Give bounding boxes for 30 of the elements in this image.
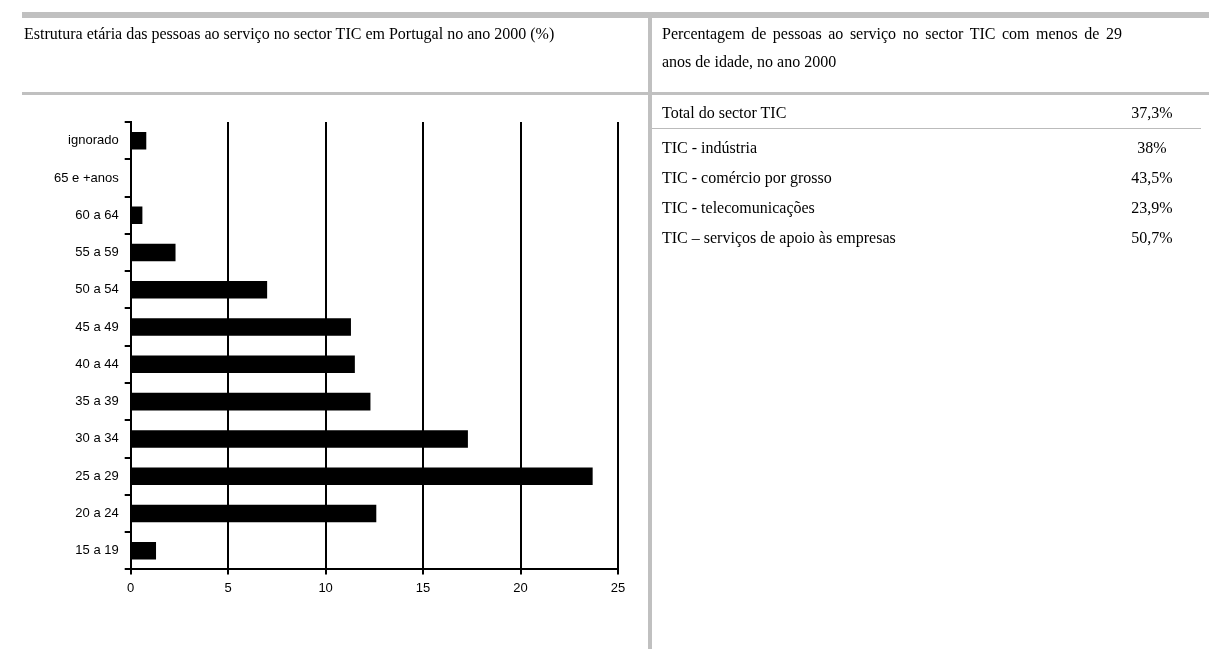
- y-tick-label: 15 a 19: [75, 542, 119, 558]
- text: 38%: [1137, 139, 1167, 156]
- category-label: Total do sector TIC: [662, 104, 787, 122]
- x-tick-label: 5: [224, 579, 232, 595]
- y-tick-label: 40 a 44: [75, 355, 119, 371]
- y-tick-label: 35 a 39: [75, 393, 119, 409]
- y-tick-label: 60 a 64: [75, 206, 119, 222]
- x-tick-label: 15: [415, 579, 431, 595]
- category-label: TIC - comércio por grosso: [662, 169, 832, 187]
- text: 50,7%: [1131, 229, 1173, 246]
- text: 43,5%: [1131, 169, 1173, 186]
- y-tick-label: 55 a 59: [75, 244, 119, 260]
- y-tick-label: 65 e +anos: [53, 169, 120, 185]
- category-label: TIC – serviços de apoio às empresas: [662, 229, 896, 247]
- category-label: TIC - indústria: [662, 139, 758, 157]
- text: 37,3%: [1131, 104, 1173, 121]
- y-tick-label: 50 a 54: [75, 281, 119, 297]
- x-tick-label: 20: [513, 579, 528, 595]
- chart-title: Estrutura etária das pessoas ao serviço no sector TIC em Portugal no ano 2000 (%): [23, 24, 556, 45]
- y-tick-label: 20 a 24: [75, 505, 119, 521]
- text: Percentagem de pessoas ao serviço no sector TIC com menos de 29 anos de idade, no ano 2000: [661, 24, 1123, 72]
- y-tick-label: 30 a 34: [75, 430, 119, 446]
- x-tick-label: 10: [318, 579, 333, 595]
- y-tick-label: 45 a 49: [75, 318, 119, 334]
- y-tick-label: 25 a 29: [75, 467, 119, 483]
- x-tick-label: 25: [610, 579, 626, 595]
- category-label: TIC - telecomunicações: [662, 199, 815, 217]
- y-tick-label: ignorado: [68, 132, 119, 148]
- x-tick-label: 0: [127, 579, 135, 595]
- text: 23,9%: [1131, 199, 1173, 216]
